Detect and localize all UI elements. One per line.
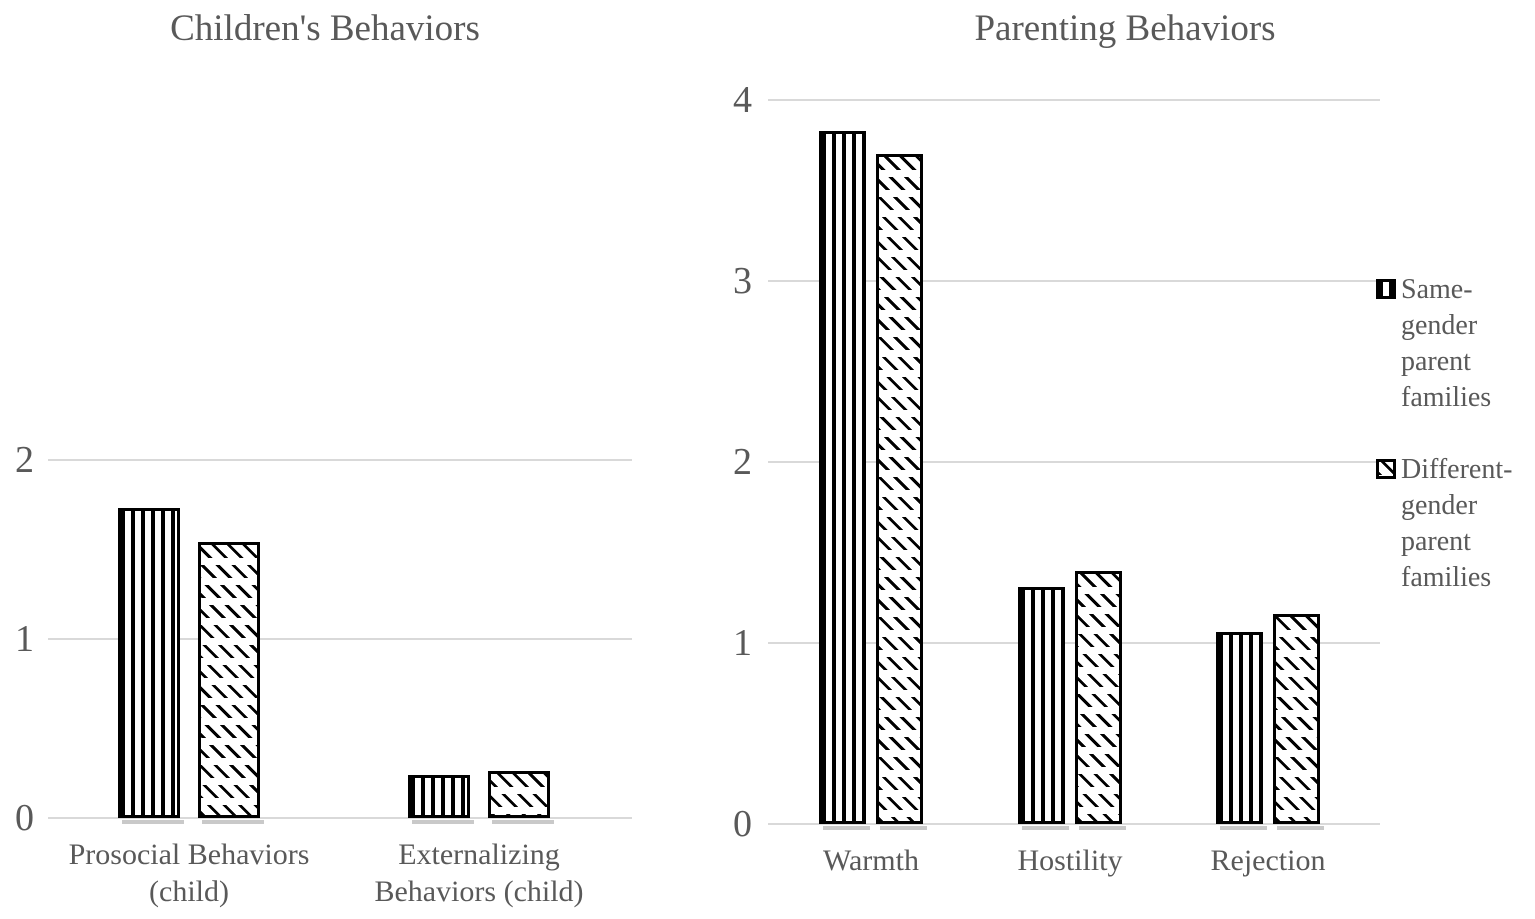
bar-vertical-stripes	[118, 508, 180, 818]
gridline	[768, 642, 1380, 644]
y-tick-label: 4	[733, 79, 752, 121]
legend-label-line: gender	[1401, 310, 1478, 341]
bar-diagonal-dashes	[1075, 571, 1122, 824]
gridline	[768, 99, 1380, 101]
gridline	[768, 823, 1380, 825]
legend-label-line: families	[1401, 382, 1492, 413]
bar-shadow	[1277, 826, 1324, 830]
category-label-line: Prosocial Behaviors	[68, 838, 310, 871]
gridline	[48, 817, 632, 819]
bar-vertical-stripes	[1018, 587, 1065, 824]
gridline	[768, 280, 1380, 282]
legend-item: Same-gender parent families	[1376, 272, 1491, 416]
bar-shadow	[202, 820, 264, 824]
y-tick-label: 1	[733, 622, 752, 664]
category-label: Hostility	[1017, 842, 1122, 879]
bar-shadow	[1022, 826, 1069, 830]
y-tick-label: 0	[15, 797, 34, 839]
bar-shadow	[492, 820, 554, 824]
bar-diagonal-dashes	[876, 154, 923, 824]
y-tick-label: 3	[733, 260, 752, 302]
legend-label-line: families	[1401, 562, 1492, 593]
bar-shadow	[122, 820, 184, 824]
y-tick-label: 2	[733, 441, 752, 483]
category-label-line: Warmth	[823, 844, 919, 877]
bar-shadow	[1220, 826, 1267, 830]
category-label-line: Behaviors (child)	[374, 875, 584, 908]
legend-item-label: Different-gender parent families	[1401, 452, 1512, 596]
category-label: Prosocial Behaviors (child)	[69, 836, 310, 910]
bar-vertical-stripes	[408, 775, 470, 818]
category-label: Externalizing Behaviors (child)	[374, 836, 583, 910]
legend-item: Different-gender parent families	[1376, 452, 1512, 596]
bar-shadow	[823, 826, 870, 830]
bar-shadow	[412, 820, 474, 824]
bar-diagonal-dashes	[1273, 614, 1320, 824]
chart-title-parenting-behaviors: Parenting Behaviors	[974, 8, 1276, 49]
category-label-line: Rejection	[1210, 844, 1326, 877]
gridline	[48, 638, 632, 640]
y-tick-label: 1	[15, 618, 34, 660]
category-label: Warmth	[823, 842, 919, 879]
category-label-line: Externalizing	[398, 838, 560, 871]
gridline	[768, 461, 1380, 463]
legend-label-line: parent	[1401, 346, 1471, 377]
bar-vertical-stripes	[1216, 632, 1263, 824]
legend-label-line: Different-	[1401, 454, 1513, 485]
legend-label-line: parent	[1401, 526, 1471, 557]
category-label-line: Hostility	[1017, 844, 1123, 877]
chart-title-children-behaviors: Children's Behaviors	[170, 8, 480, 49]
y-tick-label: 2	[15, 439, 34, 481]
legend-marker-vertical-stripes	[1376, 279, 1396, 299]
y-tick-label: 0	[733, 803, 752, 845]
legend-marker-diagonal-dashes	[1376, 459, 1396, 479]
gridline	[48, 459, 632, 461]
category-label: Rejection	[1211, 842, 1326, 879]
legend-label-line: Same-	[1401, 274, 1473, 305]
bar-vertical-stripes	[819, 131, 866, 824]
bar-diagonal-dashes	[488, 771, 550, 818]
bar-shadow	[880, 826, 927, 830]
bar-diagonal-dashes	[198, 542, 260, 818]
category-label-line: (child)	[149, 875, 229, 908]
legend-label-line: gender	[1401, 490, 1478, 521]
bar-shadow	[1079, 826, 1126, 830]
legend-item-label: Same-gender parent families	[1401, 272, 1491, 416]
